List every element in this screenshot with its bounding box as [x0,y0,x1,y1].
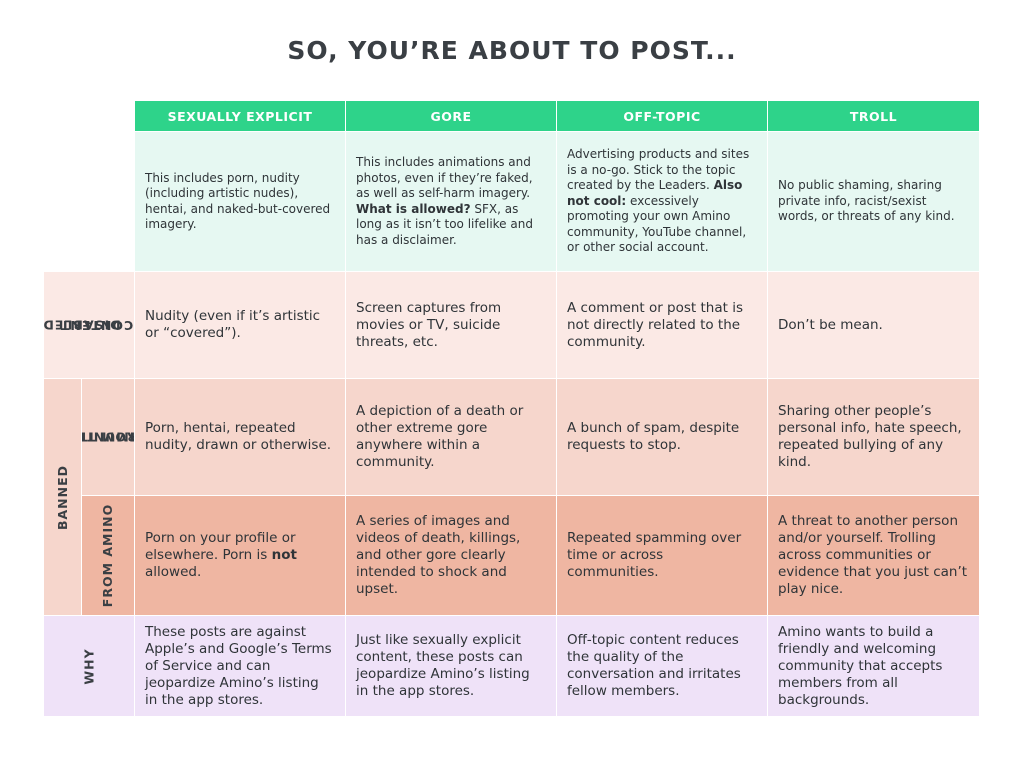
header-off-topic: OFF-TOPIC [557,101,768,132]
disabled-sexually-explicit: Nudity (even if it’s artistic or “covere… [135,272,346,379]
amino-sexually-explicit: Porn on your profile or elsewhere. Porn … [135,496,346,616]
disabled-off-topic: A comment or post that is not directly r… [557,272,768,379]
desc-sexually-explicit: This includes porn, nudity (including ar… [135,132,346,272]
row-label-disabled-content: DISABLED CONTENT [44,272,135,379]
header-gore: GORE [346,101,557,132]
row-label-from-that-community: FROM THATCOMMUNITY [82,379,135,496]
desc-off-topic: Advertising products and sites is a no-g… [557,132,768,272]
disabled-troll: Don’t be mean. [768,272,980,379]
row-label-banned: BANNED [44,379,82,616]
page-title: SO, YOU’RE ABOUT TO POST... [287,36,737,65]
why-sexually-explicit: These posts are against Apple’s and Goog… [135,616,346,717]
ftc-off-topic: A bunch of spam, despite requests to sto… [557,379,768,496]
header-troll: TROLL [768,101,980,132]
why-troll: Amino wants to build a friendly and welc… [768,616,980,717]
row-label-why: WHY [44,616,135,717]
amino-off-topic: Repeated spamming over time or across co… [557,496,768,616]
disabled-gore: Screen captures from movies or TV, suici… [346,272,557,379]
row-label-from-amino: FROM AMINO [82,496,135,616]
why-off-topic: Off-topic content reduces the quality of… [557,616,768,717]
why-gore: Just like sexually explicit content, the… [346,616,557,717]
ftc-gore: A depiction of a death or other extreme … [346,379,557,496]
corner-blank [44,101,135,272]
content-policy-table: SEXUALLY EXPLICIT GORE OFF-TOPIC TROLL T… [44,101,980,717]
desc-troll: No public shaming, sharing private info,… [768,132,980,272]
desc-gore: This includes animations and photos, eve… [346,132,557,272]
ftc-troll: Sharing other people’s personal info, ha… [768,379,980,496]
amino-troll: A threat to another person and/or yourse… [768,496,980,616]
ftc-sexually-explicit: Porn, hentai, repeated nudity, drawn or … [135,379,346,496]
amino-gore: A series of images and videos of death, … [346,496,557,616]
header-sexually-explicit: SEXUALLY EXPLICIT [135,101,346,132]
